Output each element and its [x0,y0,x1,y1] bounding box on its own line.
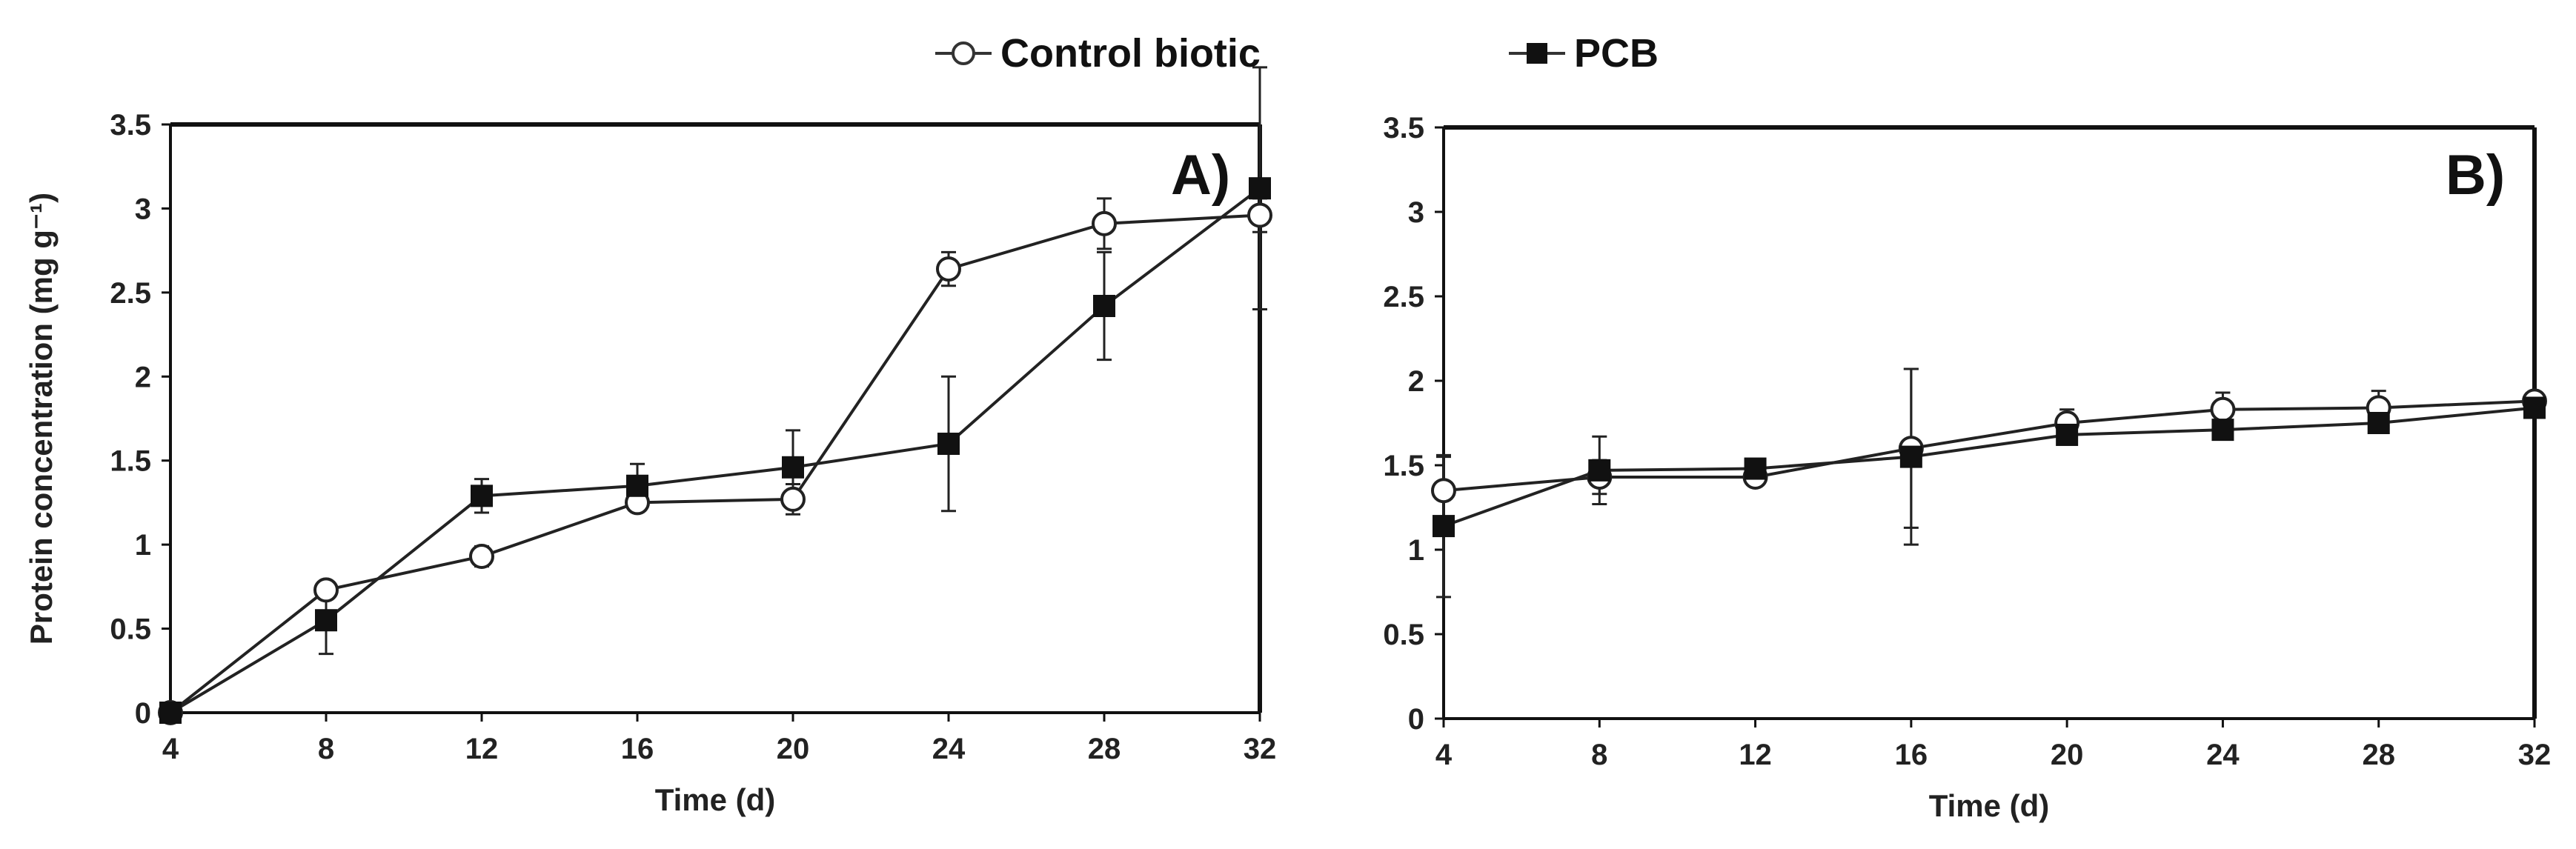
legend-pcb-label: PCB [1574,31,1659,76]
x-tick-label: 12 [1739,739,1772,771]
legend-control-marker [952,41,975,65]
data-point-control-biotic [1092,210,1117,236]
data-point-control-biotic [780,486,806,512]
x-tick-label: 16 [621,733,654,765]
panel-b: 0 0.5 1 1.5 2 2.5 3 3.5 4 8 12 16 20 24 28 32 Time (d) B) [1383,112,2551,823]
data-point-control-biotic [1431,478,1456,504]
panel-a: 0 0.5 1 1.5 2 2.5 3 3.5 4 8 12 16 20 24 28 32 Time (d) Pr… [24,66,1277,817]
y-tick-label: 3 [1408,196,1424,229]
data-point-pcb [1588,459,1611,482]
y-tick-label: 1.5 [110,445,151,478]
data-point-control-biotic [936,256,961,282]
y-axis-title: Protein concentration (mg g⁻¹) [24,193,59,645]
y-tick-label: 1 [1408,534,1424,567]
y-tick-label: 3.5 [1383,112,1424,144]
x-axis-title: Time (d) [655,782,776,817]
x-tick-label: 32 [1244,733,1277,765]
x-tick-label: 4 [1435,739,1453,771]
series-line-pcb [1443,406,2535,527]
data-point-control-biotic [469,544,494,570]
y-tick-label: 2 [1408,365,1424,398]
y-tick-label: 0.5 [110,613,151,646]
y-tick-label: 2 [135,361,151,393]
x-tick-label: 20 [777,733,810,765]
data-point-pcb [2367,412,2390,434]
x-tick-label: 16 [1895,739,1928,771]
data-point-pcb [471,485,493,507]
y-tick-label: 3.5 [110,109,151,142]
x-tick-label: 8 [318,733,334,765]
y-tick-label: 0 [135,697,151,730]
x-tick-label: 32 [2518,739,2552,771]
x-tick-label: 4 [162,733,179,765]
series-line-control-biotic [169,213,1261,714]
data-point-control-biotic [1247,202,1272,228]
data-point-pcb [159,702,182,724]
x-tick-label: 28 [2362,739,2395,771]
data-point-pcb [1249,177,1271,200]
series-line-pcb [169,187,1261,714]
legend-control-label: Control biotic [1000,31,1261,76]
legend-pcb-marker [1527,43,1547,64]
x-tick-label: 8 [1591,739,1607,771]
series-line-control-biotic [1443,399,2535,493]
legend: Control biotic PCB [935,31,1659,76]
y-tick-label: 2.5 [110,277,151,310]
y-tick-label: 1.5 [1383,450,1424,482]
data-point-pcb [1093,295,1115,318]
x-tick-label: 28 [1088,733,1121,765]
x-tick-label: 24 [932,733,966,765]
x-tick-label: 12 [465,733,499,765]
panel-label: A) [1171,144,1230,207]
x-tick-label: 24 [2206,739,2240,771]
panel-label: B) [2446,144,2505,207]
data-point-control-biotic [2210,396,2236,422]
x-tick-label: 20 [2051,739,2084,771]
data-point-pcb [1899,445,1922,468]
y-tick-label: 0.5 [1383,619,1424,651]
data-point-pcb [1744,457,1767,480]
x-axis-title: Time (d) [1929,788,2050,823]
data-point-pcb [2056,423,2079,446]
data-point-pcb [1433,515,1455,538]
data-point-pcb [782,456,804,479]
y-tick-label: 0 [1408,703,1424,736]
y-tick-label: 1 [135,529,151,562]
data-point-pcb [937,433,960,456]
data-point-pcb [2211,419,2234,442]
y-tick-label: 2.5 [1383,281,1424,313]
y-tick-label: 3 [135,193,151,225]
data-point-pcb [2523,396,2546,419]
data-point-control-biotic [313,577,339,603]
data-point-pcb [315,609,337,632]
data-point-pcb [626,474,648,497]
